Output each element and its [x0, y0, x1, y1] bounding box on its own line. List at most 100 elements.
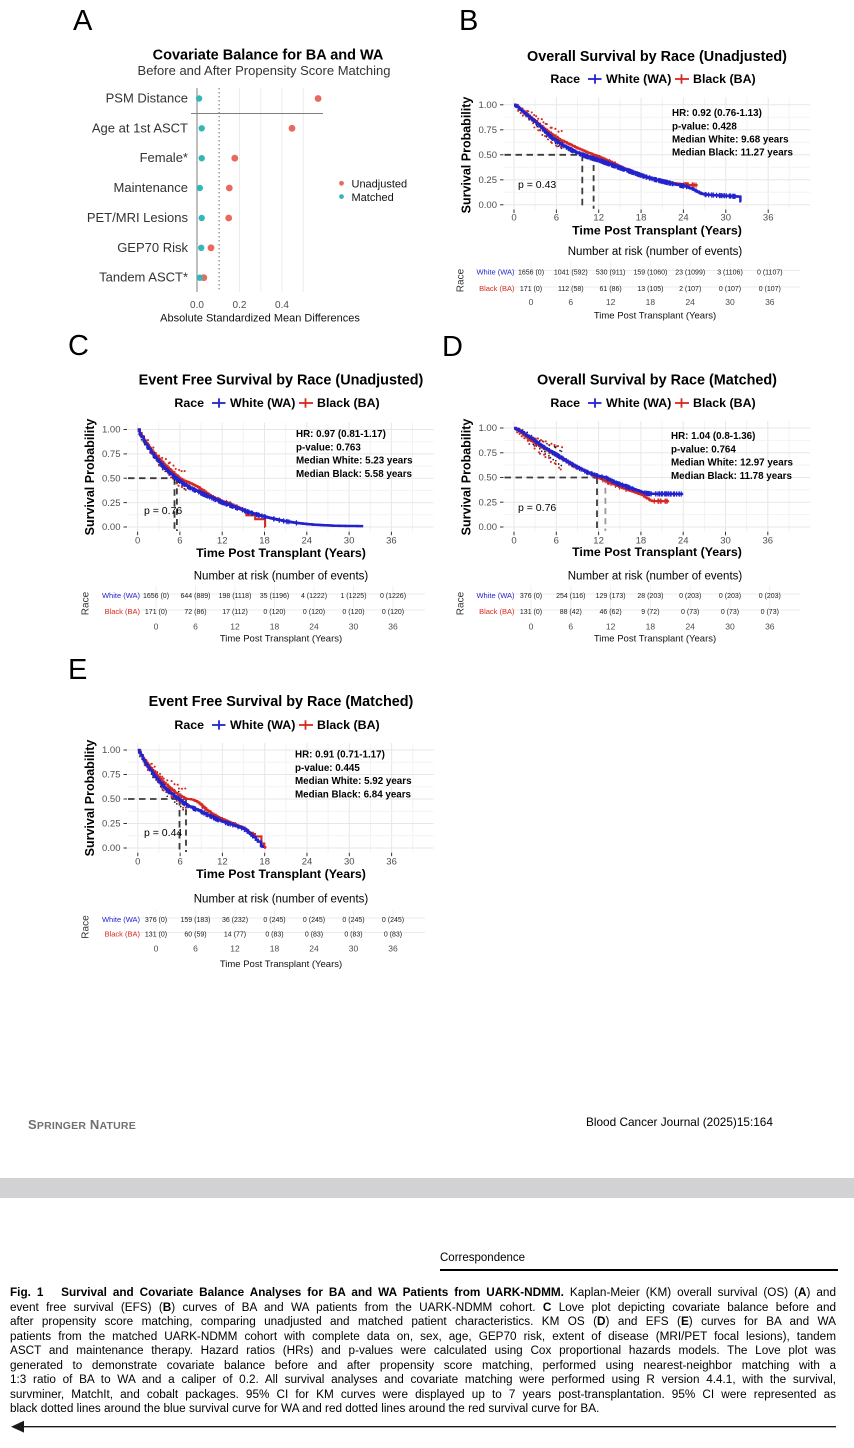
svg-text:White (WA): White (WA) [476, 591, 515, 600]
svg-text:14 (77): 14 (77) [224, 932, 246, 939]
svg-text:24: 24 [302, 857, 313, 868]
svg-text:GEP70 Risk: GEP70 Risk [117, 240, 188, 255]
svg-text:6: 6 [177, 536, 182, 547]
svg-text:p = 0.76: p = 0.76 [144, 505, 182, 517]
svg-text:30: 30 [349, 944, 359, 954]
svg-text:Survival Probability: Survival Probability [83, 419, 97, 536]
svg-text:3 (1106): 3 (1106) [717, 270, 743, 277]
svg-text:A: A [73, 5, 93, 37]
svg-text:46 (62): 46 (62) [600, 609, 622, 616]
svg-text:Survival Probability: Survival Probability [460, 419, 474, 536]
svg-text:376 (0): 376 (0) [520, 593, 542, 600]
svg-text:12: 12 [217, 536, 228, 547]
svg-text:0: 0 [154, 622, 159, 632]
svg-text:1656 (0): 1656 (0) [518, 270, 544, 277]
svg-text:17 (112): 17 (112) [222, 609, 248, 616]
svg-text:159 (183): 159 (183) [181, 917, 211, 924]
svg-text:6: 6 [193, 622, 198, 632]
svg-text:Median White: 5.23 years: Median White: 5.23 years [296, 456, 413, 467]
svg-text:23 (1099): 23 (1099) [675, 270, 705, 277]
svg-text:6: 6 [568, 622, 573, 632]
svg-text:PSM Distance: PSM Distance [106, 91, 188, 106]
svg-text:30: 30 [721, 213, 732, 224]
svg-text:0.75: 0.75 [102, 770, 121, 781]
svg-text:36: 36 [765, 297, 775, 307]
svg-text:0 (73): 0 (73) [721, 609, 739, 616]
svg-text:Tandem ASCT*: Tandem ASCT* [99, 270, 188, 285]
svg-text:644 (889): 644 (889) [181, 593, 211, 600]
svg-text:36 (232): 36 (232) [222, 917, 248, 924]
svg-text:24: 24 [309, 944, 319, 954]
svg-text:Event Free Survival by Race (U: Event Free Survival by Race (Unadjusted) [139, 373, 424, 389]
svg-text:PET/MRI Lesions: PET/MRI Lesions [87, 210, 189, 225]
svg-text:Event Free Survival by Race (M: Event Free Survival by Race (Matched) [149, 694, 414, 710]
svg-text:Race: Race [81, 591, 92, 615]
svg-text:12: 12 [230, 622, 240, 632]
svg-text:12: 12 [593, 536, 604, 547]
svg-text:0 (203): 0 (203) [759, 593, 781, 600]
svg-text:Median White: 5.92 years: Median White: 5.92 years [295, 776, 412, 787]
svg-text:24: 24 [685, 622, 695, 632]
svg-text:30: 30 [349, 622, 359, 632]
svg-text:36: 36 [386, 536, 397, 547]
svg-text:HR: 1.04 (0.8-1.36): HR: 1.04 (0.8-1.36) [671, 431, 755, 442]
svg-text:0 (203): 0 (203) [679, 593, 701, 600]
svg-text:Black (BA): Black (BA) [317, 718, 380, 732]
svg-text:0 (120): 0 (120) [303, 609, 325, 616]
svg-text:Covariate Balance for BA and W: Covariate Balance for BA and WA [153, 48, 384, 64]
svg-text:p-value: 0.445: p-value: 0.445 [295, 763, 360, 774]
svg-text:HR: 0.92 (0.76-1.13): HR: 0.92 (0.76-1.13) [672, 108, 762, 119]
svg-text:Time Post Transplant (Years): Time Post Transplant (Years) [220, 959, 342, 970]
svg-text:Race: Race [174, 718, 204, 732]
svg-text:Race: Race [550, 72, 580, 86]
svg-text:12: 12 [593, 213, 604, 224]
svg-text:0 (1107): 0 (1107) [757, 270, 783, 277]
svg-text:24: 24 [309, 622, 319, 632]
svg-text:0.50: 0.50 [102, 473, 121, 484]
svg-text:376 (0): 376 (0) [145, 917, 167, 924]
svg-text:30: 30 [344, 536, 355, 547]
svg-text:0: 0 [529, 622, 534, 632]
svg-text:Race: Race [456, 591, 467, 615]
svg-text:36: 36 [388, 944, 398, 954]
svg-text:0.25: 0.25 [479, 175, 498, 186]
svg-text:36: 36 [763, 213, 774, 224]
svg-text:0 (120): 0 (120) [342, 609, 364, 616]
svg-text:White (WA): White (WA) [606, 396, 671, 410]
svg-text:White (WA): White (WA) [476, 268, 515, 277]
svg-text:Survival Probability: Survival Probability [83, 740, 97, 857]
svg-text:30: 30 [344, 857, 355, 868]
svg-text:0: 0 [154, 944, 159, 954]
svg-text:18: 18 [636, 536, 647, 547]
svg-text:88 (42): 88 (42) [560, 609, 582, 616]
svg-text:Number at risk (number of even: Number at risk (number of events) [568, 246, 743, 258]
svg-text:Black (BA): Black (BA) [105, 607, 141, 616]
svg-text:1.00: 1.00 [479, 100, 498, 111]
svg-text:White (WA): White (WA) [102, 591, 141, 600]
svg-text:Number at risk (number of even: Number at risk (number of events) [568, 571, 743, 583]
svg-text:Age at 1st ASCT: Age at 1st ASCT [92, 120, 188, 135]
svg-text:0 (1226): 0 (1226) [380, 593, 406, 600]
svg-text:131 (0): 131 (0) [145, 932, 167, 939]
svg-text:1.00: 1.00 [102, 425, 121, 436]
svg-text:0.0: 0.0 [190, 300, 204, 311]
svg-text:18: 18 [270, 622, 280, 632]
svg-text:Time Post Transplant (Years): Time Post Transplant (Years) [196, 546, 366, 560]
svg-text:0.00: 0.00 [102, 843, 121, 854]
svg-text:0 (73): 0 (73) [681, 609, 699, 616]
svg-text:1.00: 1.00 [479, 423, 498, 434]
svg-text:White (WA): White (WA) [230, 396, 295, 410]
svg-text:C: C [68, 330, 89, 362]
svg-text:Unadjusted: Unadjusted [352, 179, 408, 191]
svg-text:Median White: 9.68 years: Median White: 9.68 years [672, 135, 789, 146]
svg-text:Race: Race [550, 396, 580, 410]
svg-text:1656 (0): 1656 (0) [143, 593, 169, 600]
svg-text:0.50: 0.50 [479, 473, 498, 484]
svg-text:0.75: 0.75 [102, 449, 121, 460]
svg-text:1 (1225): 1 (1225) [340, 593, 366, 600]
svg-text:0.4: 0.4 [275, 300, 289, 311]
svg-text:9 (72): 9 (72) [641, 609, 659, 616]
svg-text:0 (203): 0 (203) [719, 593, 741, 600]
svg-text:0 (107): 0 (107) [759, 286, 781, 293]
svg-text:254 (116): 254 (116) [556, 593, 585, 600]
